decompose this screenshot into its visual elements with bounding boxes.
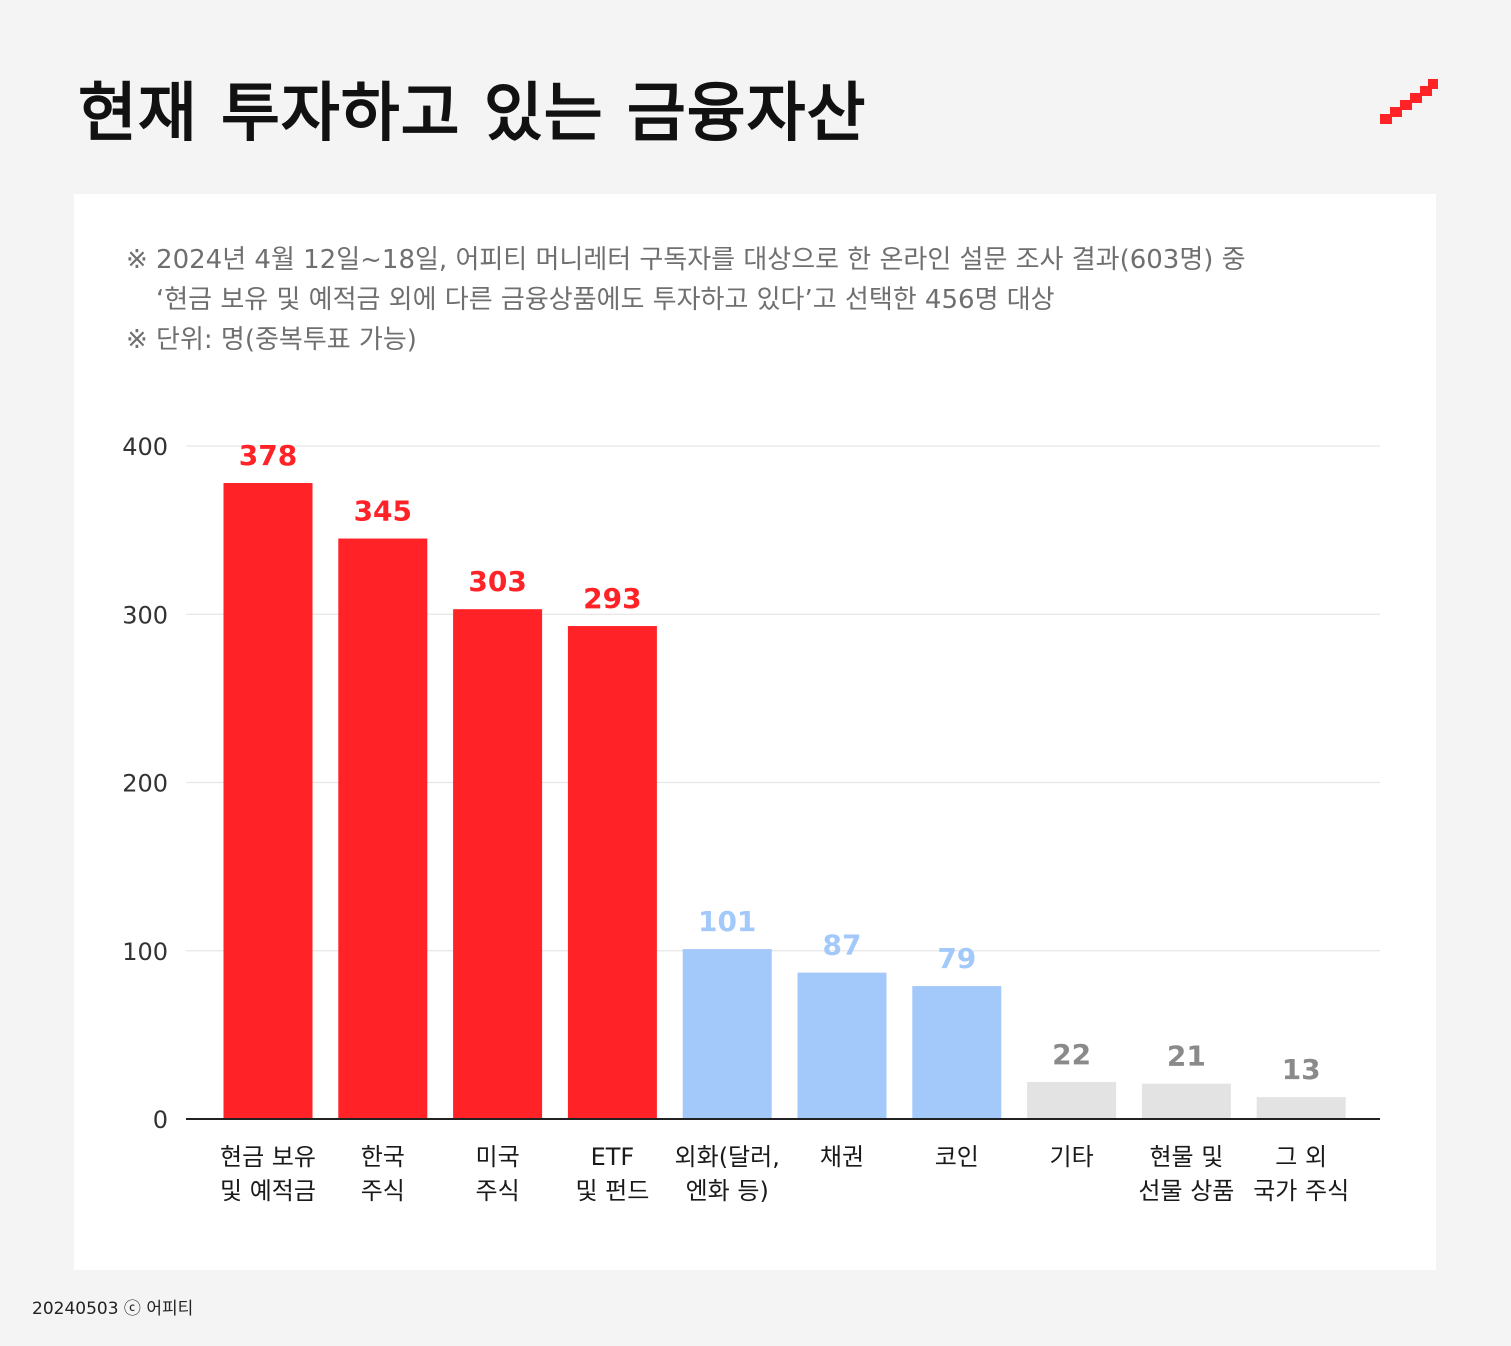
category-label-line: 선물 상품 xyxy=(1138,1177,1234,1205)
y-tick-label: 400 xyxy=(122,433,168,461)
value-label: 22 xyxy=(1052,1038,1091,1071)
bar xyxy=(1027,1081,1117,1119)
value-label: 87 xyxy=(823,929,862,962)
note-line-1: ※ 2024년 4월 12일~18일, 어피티 머니레터 구독자를 대상으로 한… xyxy=(126,245,1246,275)
category-label-line: 현금 보유 xyxy=(220,1143,316,1171)
bar xyxy=(453,609,543,1119)
bar xyxy=(912,986,1002,1119)
bar xyxy=(797,972,887,1119)
category-label-line: 한국 xyxy=(361,1143,405,1171)
category-label: 채권 xyxy=(820,1143,864,1171)
category-label-line: 기타 xyxy=(1050,1143,1094,1171)
category-label-line: ETF xyxy=(591,1143,635,1171)
y-tick-label: 100 xyxy=(122,938,168,966)
y-tick-label: 300 xyxy=(122,601,168,629)
bar xyxy=(223,483,313,1119)
bar xyxy=(1256,1097,1346,1119)
value-label: 378 xyxy=(239,439,297,472)
bar xyxy=(567,626,657,1119)
category-label-line: 및 예적금 xyxy=(220,1177,316,1205)
y-tick-label: 200 xyxy=(122,770,168,798)
value-label: 293 xyxy=(583,582,641,615)
value-label: 345 xyxy=(354,495,412,528)
note-line-3: ※ 단위: 명(중복투표 가능) xyxy=(126,325,417,355)
stairs-logo-icon xyxy=(1380,79,1438,124)
value-label: 101 xyxy=(698,905,756,938)
category-label-line: 국가 주식 xyxy=(1253,1177,1349,1205)
category-label: 코인 xyxy=(935,1143,979,1171)
bar xyxy=(338,538,428,1119)
category-label: 기타 xyxy=(1050,1143,1094,1171)
category-label: 외화(달러, 엔화 등) xyxy=(675,1143,780,1205)
value-label: 79 xyxy=(937,942,976,975)
chart-card: ※ 2024년 4월 12일~18일, 어피티 머니레터 구독자를 대상으로 한… xyxy=(74,194,1436,1270)
bar xyxy=(682,949,772,1119)
survey-notes: ※ 2024년 4월 12일~18일, 어피티 머니레터 구독자를 대상으로 한… xyxy=(126,240,1246,360)
note-line-2: ‘현금 보유 및 예적금 외에 다른 금융상품에도 투자하고 있다’고 선택한 … xyxy=(156,285,1055,315)
bar xyxy=(1141,1083,1231,1119)
category-label-line: 코인 xyxy=(935,1143,979,1171)
value-label: 303 xyxy=(468,565,526,598)
category-label: ETF 및 펀드 xyxy=(575,1143,649,1205)
value-label: 13 xyxy=(1282,1053,1321,1086)
category-label-line: 및 펀드 xyxy=(575,1177,649,1205)
category-label-line: 현물 및 xyxy=(1149,1143,1223,1171)
page-title: 현재 투자하고 있는 금융자산 xyxy=(78,77,867,151)
y-tick-label: 0 xyxy=(153,1106,168,1134)
value-label: 21 xyxy=(1167,1040,1206,1073)
category-label-line: 미국 xyxy=(476,1143,520,1171)
category-label-line: 주식 xyxy=(476,1177,520,1205)
category-label-line: 그 외 xyxy=(1275,1143,1327,1171)
category-label-line: 주식 xyxy=(361,1177,405,1205)
category-label-line: 외화(달러, xyxy=(675,1143,780,1171)
category-label-line: 엔화 등) xyxy=(686,1177,769,1205)
category-label-line: 채권 xyxy=(820,1143,864,1171)
footer-credit: 20240503 ⓒ 어피티 xyxy=(32,1299,194,1319)
